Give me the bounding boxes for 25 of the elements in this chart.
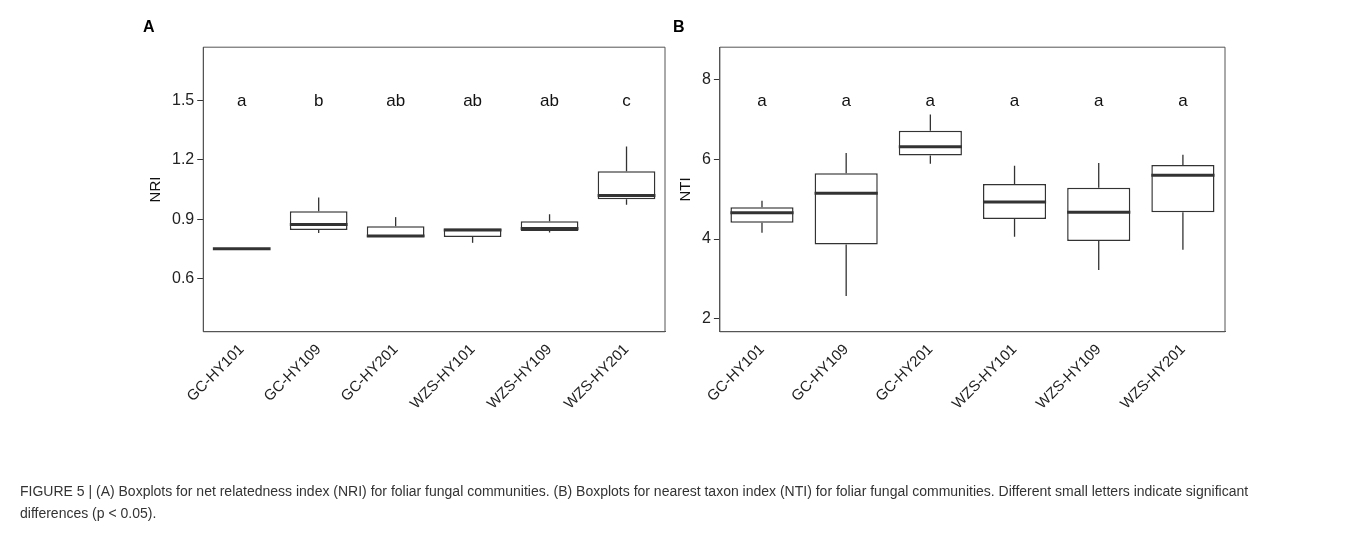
- annotation: a: [236, 90, 247, 110]
- annotation: a: [1178, 90, 1189, 110]
- annotation: a: [757, 90, 768, 110]
- y-axis-title: NRI: [146, 176, 164, 203]
- y-axis-title: NTI: [676, 177, 694, 202]
- y-tick-label: 6: [701, 149, 711, 167]
- annotation: ab: [463, 90, 483, 110]
- caption: FIGURE 5 | (A) Boxplots for net relatedness index (NRI) for foliar fungal communities. (B) Boxplots for nearest taxon index (NTI) for foliar fungal communities. Different small letters indicate significant differences (p < 0.05).: [20, 482, 1250, 523]
- y-tick-label: 8: [701, 70, 711, 88]
- annotation: a: [925, 90, 936, 110]
- y-tick-label: 0.9: [171, 209, 195, 227]
- chart-title: B: [673, 18, 685, 36]
- annotation: a: [1009, 90, 1020, 110]
- annotation: ab: [386, 90, 406, 110]
- annotation: c: [622, 90, 632, 110]
- y-tick-label: 0.6: [171, 268, 195, 286]
- annotation: ab: [540, 90, 560, 110]
- y-tick-label: 1.5: [171, 90, 195, 108]
- annotation: a: [841, 90, 852, 110]
- annotation: a: [1093, 90, 1104, 110]
- annotation: b: [313, 90, 324, 110]
- y-tick-label: 4: [701, 229, 711, 247]
- y-tick-label: 2: [701, 309, 711, 327]
- chart-title: A: [143, 18, 155, 36]
- y-tick-label: 1.2: [171, 150, 195, 168]
